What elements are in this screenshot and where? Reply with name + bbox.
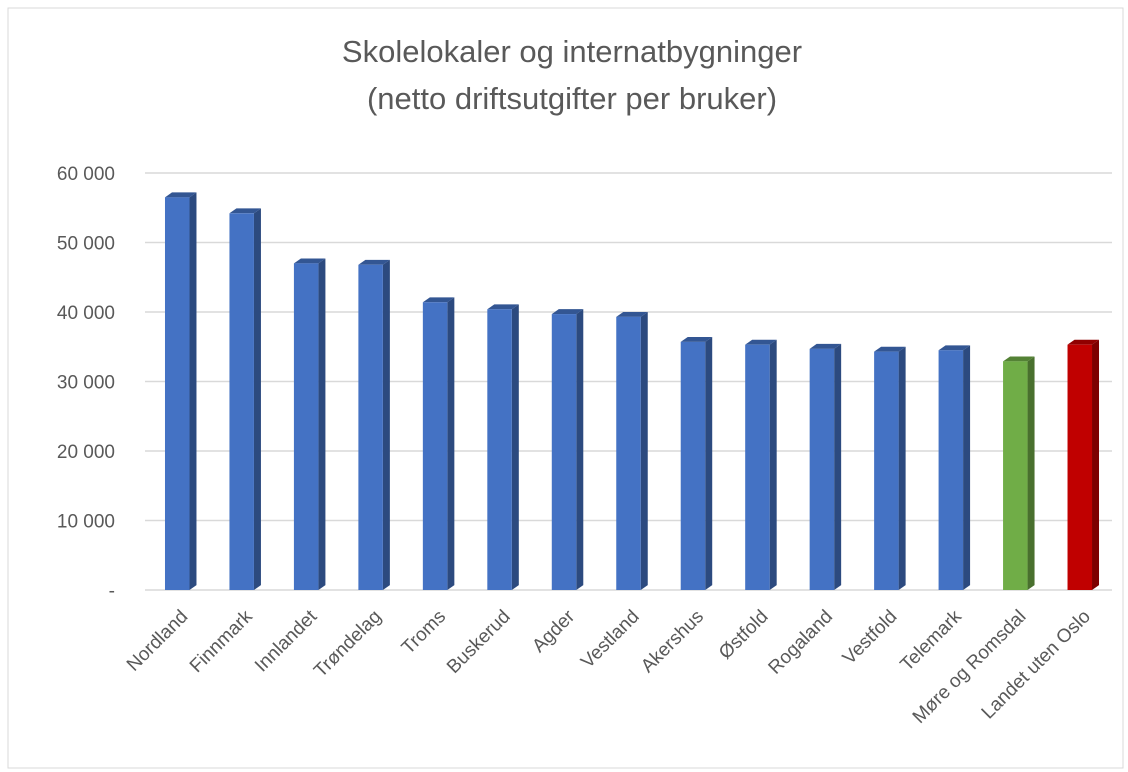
bar	[809, 348, 835, 590]
bar-side	[1092, 339, 1100, 590]
bar-side	[447, 297, 455, 590]
bar-top	[293, 258, 326, 264]
y-tick-label: 40 000	[57, 303, 115, 324]
bar-side	[769, 339, 777, 590]
bar	[551, 314, 577, 590]
bar-side	[511, 304, 519, 590]
bar	[1067, 344, 1093, 590]
y-tick-label: 50 000	[57, 234, 115, 255]
bar-side	[898, 346, 906, 590]
bar-top	[358, 259, 390, 265]
bar-side	[382, 259, 390, 590]
bar	[487, 309, 512, 590]
bar-top	[1067, 339, 1100, 345]
bar	[293, 263, 319, 590]
chart-subtitle: (netto driftsutgifter per bruker)	[367, 81, 777, 116]
y-tick-label: -	[109, 581, 115, 602]
bar-side	[705, 336, 713, 590]
bar-side	[576, 309, 584, 590]
bar	[874, 351, 899, 590]
bar-side	[963, 345, 971, 590]
y-tick-label: 20 000	[57, 442, 115, 463]
bar	[680, 341, 706, 590]
bar	[164, 197, 190, 590]
bar-top	[938, 345, 971, 351]
bar-top	[487, 304, 519, 310]
bar	[422, 302, 448, 590]
bar-side	[318, 258, 326, 590]
bar-side	[253, 208, 261, 590]
bar-side	[834, 343, 842, 590]
bar-top	[874, 346, 906, 352]
y-tick-label: 10 000	[57, 512, 115, 533]
bar	[358, 264, 383, 590]
bar-top	[745, 339, 777, 345]
bar-top	[616, 311, 648, 317]
y-tick-label: 30 000	[57, 373, 115, 394]
bar	[1003, 361, 1028, 590]
bar	[938, 350, 964, 590]
bar-side	[640, 311, 648, 590]
y-tick-label: 60 000	[57, 164, 115, 185]
bar-top	[229, 208, 261, 214]
bar-side	[189, 192, 197, 591]
bar-top	[809, 343, 842, 349]
bar-top	[680, 336, 713, 342]
bar-top	[422, 297, 455, 303]
bar	[229, 213, 254, 590]
bar-top	[164, 192, 197, 198]
bar-top	[1003, 356, 1035, 362]
bar	[616, 316, 641, 590]
bar-top	[551, 309, 584, 315]
bar	[745, 344, 770, 590]
bar-side	[1027, 356, 1035, 590]
chart-title: Skolelokaler og internatbygninger	[342, 34, 802, 69]
